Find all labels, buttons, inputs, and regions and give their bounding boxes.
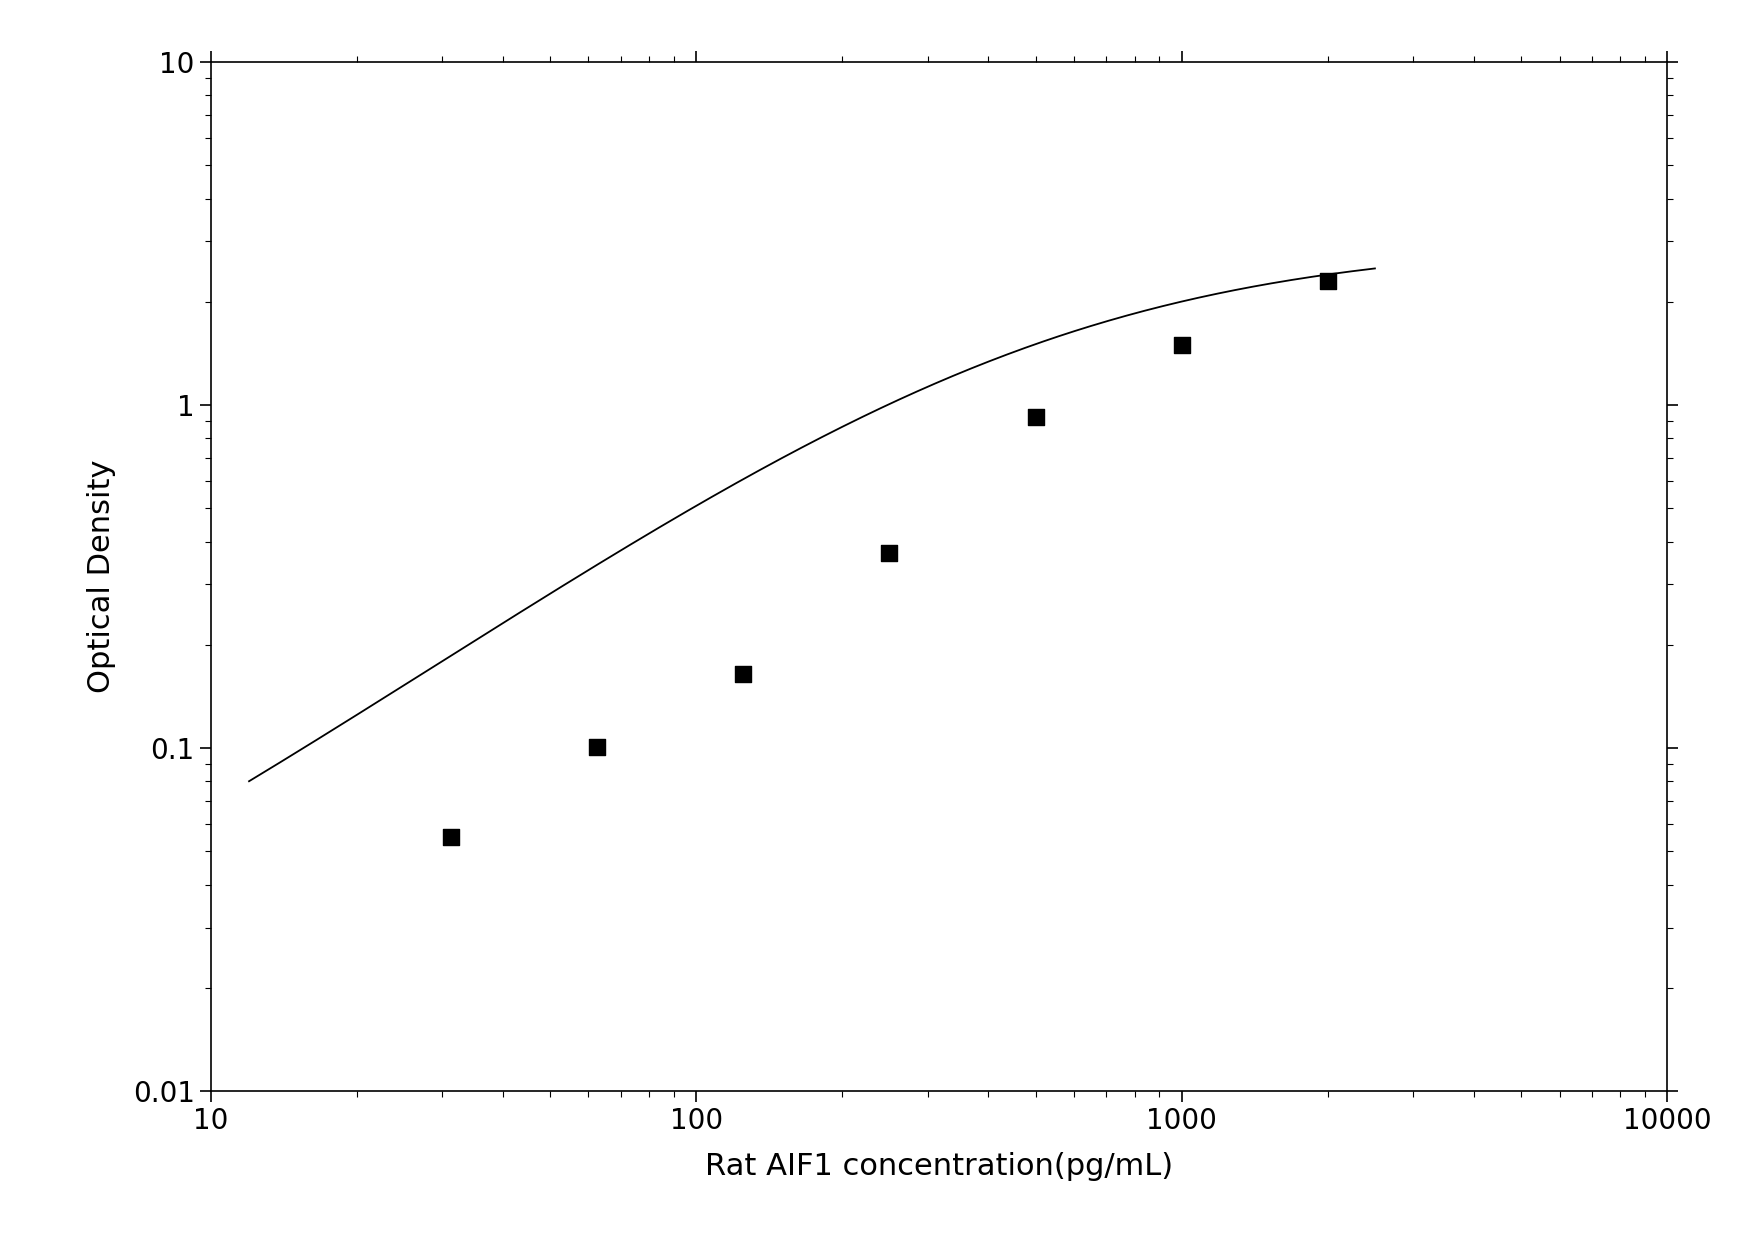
X-axis label: Rat AIF1 concentration(pg/mL): Rat AIF1 concentration(pg/mL) bbox=[706, 1152, 1172, 1180]
Point bbox=[728, 663, 756, 683]
Point bbox=[876, 543, 904, 563]
Point bbox=[437, 827, 465, 847]
Y-axis label: Optical Density: Optical Density bbox=[88, 460, 116, 693]
Point bbox=[583, 737, 611, 756]
Point bbox=[1167, 335, 1195, 355]
Point bbox=[1021, 408, 1049, 428]
Point bbox=[1314, 272, 1343, 291]
